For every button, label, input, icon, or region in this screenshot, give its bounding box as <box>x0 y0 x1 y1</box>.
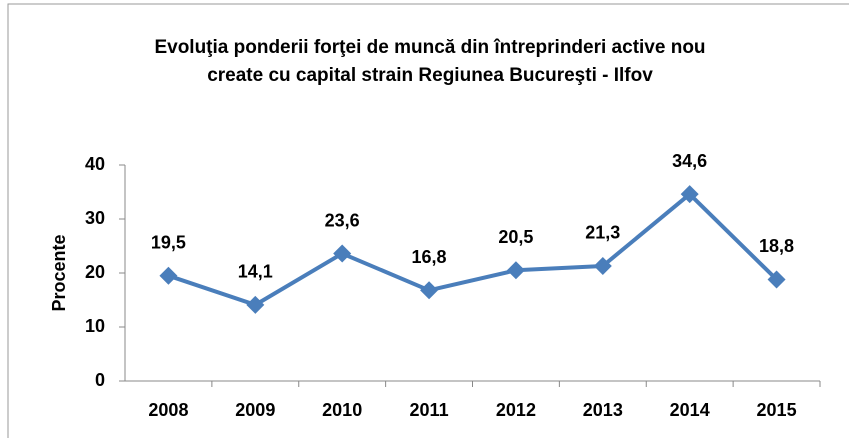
data-label: 34,6 <box>672 151 707 171</box>
data-label: 16,8 <box>412 247 447 267</box>
marker <box>767 270 786 289</box>
chart-border <box>7 3 849 438</box>
line <box>167 192 778 307</box>
x-tick-label: 2012 <box>496 400 536 420</box>
data-label: 23,6 <box>325 210 360 230</box>
y-tick-label: 40 <box>85 154 105 174</box>
marker <box>333 244 352 263</box>
x-tick-label: 2009 <box>235 400 275 420</box>
data-label: 19,5 <box>151 232 186 252</box>
marker <box>593 256 612 275</box>
x-tick-label: 2013 <box>583 400 623 420</box>
y-axis-title: Procente <box>49 234 69 311</box>
data-label: 20,5 <box>498 227 533 247</box>
data-label: 21,3 <box>585 223 620 243</box>
x-tick-label: 2011 <box>410 400 449 420</box>
marker <box>159 266 178 285</box>
marker <box>246 295 265 314</box>
y-tick-label: 0 <box>95 370 105 390</box>
marker <box>420 281 439 300</box>
x-tick-label: 2015 <box>757 400 797 420</box>
chart-title: create cu capital strain Regiunea Bucure… <box>207 65 653 86</box>
marker <box>506 261 525 280</box>
data-label: 14,1 <box>238 262 273 282</box>
y-tick-label: 20 <box>85 262 105 282</box>
y-tick-label: 30 <box>85 208 105 228</box>
data-label: 18,8 <box>759 236 794 256</box>
x-tick-label: 2014 <box>670 400 710 420</box>
x-tick-label: 2008 <box>148 400 188 420</box>
y-tick-label: 10 <box>85 316 105 336</box>
chart-title: Evoluţia ponderii forţei de muncă din în… <box>154 37 705 58</box>
marker <box>680 185 699 204</box>
x-tick-label: 2010 <box>322 400 362 420</box>
